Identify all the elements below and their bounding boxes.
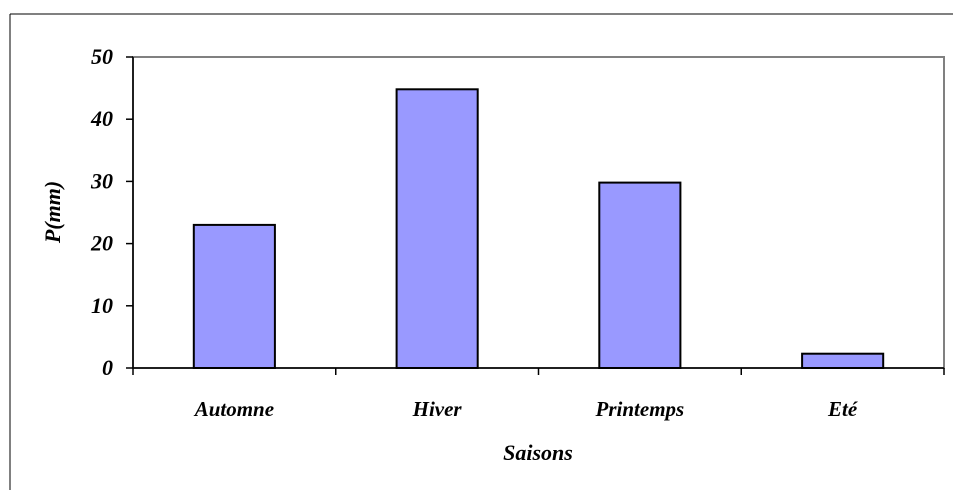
x-category-label: Printemps	[595, 397, 685, 421]
y-ticks-group: 0 10 20 30 40 50	[90, 44, 133, 380]
x-axis-title: Saisons	[503, 440, 573, 465]
y-tick-label: 40	[90, 106, 113, 131]
x-category-label: Eté	[827, 397, 858, 421]
bar-hiver	[395, 88, 479, 370]
bar-et-	[801, 352, 885, 370]
y-tick-label: 10	[91, 293, 113, 318]
x-ticks-group: Automne Hiver Printemps Eté	[132, 368, 945, 421]
x-category-label: Hiver	[412, 397, 463, 421]
y-tick-label: 50	[91, 44, 113, 69]
bars-group	[192, 88, 885, 370]
y-tick-label: 20	[90, 231, 113, 256]
y-tick-label: 0	[102, 355, 113, 380]
y-tick-label: 30	[90, 168, 113, 193]
y-axis-title: P(mm)	[40, 181, 65, 244]
bar-automne	[192, 223, 276, 369]
x-category-label: Automne	[193, 397, 274, 421]
bar-printemps	[598, 181, 682, 369]
